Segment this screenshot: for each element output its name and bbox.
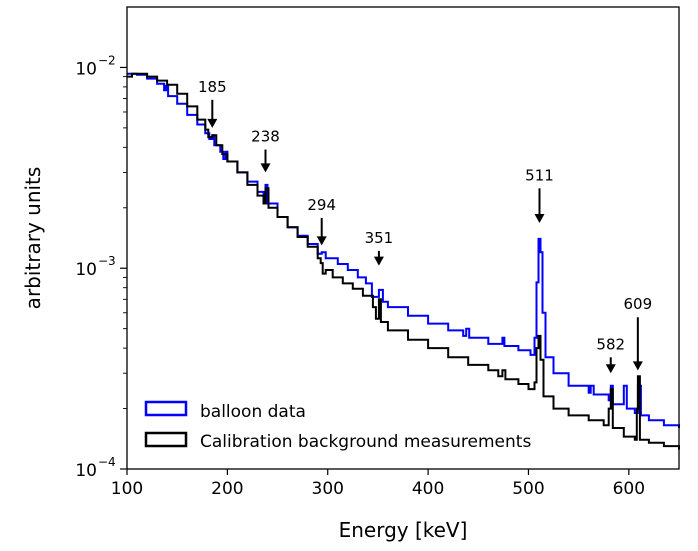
x-tick-label: 600 [613, 479, 645, 499]
y-axis-label: arbitrary units [21, 167, 45, 310]
peak-label-511: 511 [525, 166, 554, 184]
x-tick-label: 400 [412, 479, 444, 499]
x-axis-label: Energy [keV] [339, 518, 468, 542]
peak-arrow-head [260, 163, 271, 173]
peak-arrow-head [373, 256, 384, 266]
peak-arrow-head [316, 236, 327, 246]
peak-arrow-head [534, 213, 545, 223]
series-line-balloon [127, 72, 680, 428]
annotations-group: 185 238 294 351 511 582 609 [198, 78, 653, 374]
peak-label-351: 351 [365, 229, 394, 247]
y-tick-exponent: −2 [98, 53, 116, 67]
plot-frame [126, 6, 680, 470]
x-axis: 100 200 300 400 500 600 [111, 469, 645, 499]
peak-label-185: 185 [198, 78, 227, 96]
x-tick-label: 100 [111, 479, 143, 499]
peak-label-609: 609 [624, 295, 653, 313]
legend-swatch-calibration [144, 431, 188, 448]
y-tick-label: 10 [75, 461, 97, 481]
peak-arrow-head [207, 118, 218, 128]
series-line-calibration [127, 72, 680, 450]
peak-label-238: 238 [251, 128, 280, 146]
legend-label-balloon: balloon data [200, 402, 306, 422]
peak-arrow-head [605, 364, 616, 374]
peak-label-294: 294 [307, 196, 336, 214]
y-tick-exponent: −4 [98, 455, 116, 469]
y-tick-exponent: −3 [98, 254, 116, 268]
legend: balloon data Calibration background meas… [144, 400, 531, 452]
legend-swatch-balloon [144, 400, 188, 417]
peak-label-582: 582 [596, 335, 625, 353]
peak-arrow-head [632, 361, 643, 371]
x-tick-label: 300 [312, 479, 344, 499]
y-axis: 10−210−310−4 [75, 53, 127, 481]
x-tick-label: 200 [211, 479, 243, 499]
legend-label-calibration: Calibration background measurements [200, 432, 531, 452]
plot-series-group [127, 72, 680, 450]
y-tick-label: 10 [75, 59, 97, 79]
y-tick-label: 10 [75, 260, 97, 280]
x-tick-label: 500 [512, 479, 544, 499]
